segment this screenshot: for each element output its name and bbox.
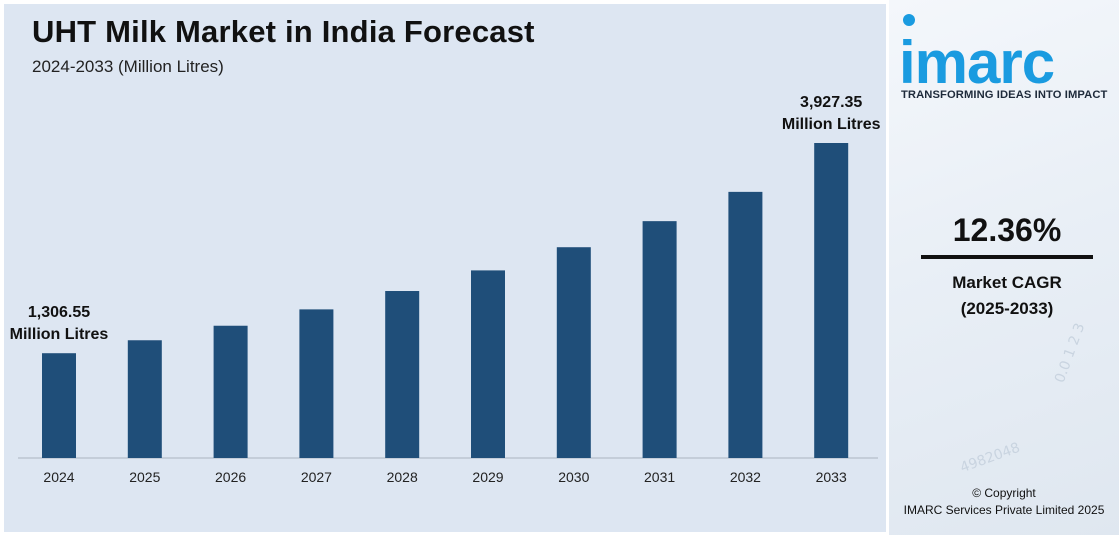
x-tick-label-2033: 2033 xyxy=(816,469,847,485)
x-tick-label-2026: 2026 xyxy=(215,469,246,485)
bar-2032 xyxy=(728,191,763,458)
logo-text: imarc xyxy=(899,29,1055,96)
copyright-line1: © Copyright xyxy=(972,486,1036,500)
bar-2027 xyxy=(299,309,334,458)
bar-2033 xyxy=(814,143,849,458)
bar-2025 xyxy=(127,340,162,458)
bar-2029 xyxy=(471,270,505,458)
side-panel: 0.0 1 2 3 4982048 xyxy=(889,0,1119,535)
logo-tagline: TRANSFORMING IDEAS INTO IMPACT xyxy=(901,89,1108,101)
decor-numbers: 0.0 1 2 3 xyxy=(1051,320,1089,386)
decor-numbers: 4982048 xyxy=(958,439,1023,477)
copyright: © Copyright IMARC Services Private Limit… xyxy=(889,485,1119,519)
copyright-line2: IMARC Services Private Limited 2025 xyxy=(903,503,1105,517)
imarc-logo: imarc xyxy=(899,8,1111,96)
data-label-value-2024: 1,306.55 xyxy=(28,304,90,321)
x-tick-label-2024: 2024 xyxy=(43,469,74,485)
cagr-divider xyxy=(921,255,1093,259)
bar-chart: 2024 2025 2026 2027 2028 2029 2030 2031 2032 2033… xyxy=(10,94,881,485)
bar-2031 xyxy=(642,221,677,458)
bar-2026 xyxy=(213,325,248,458)
cagr-label-line2: (2025-2033) xyxy=(960,299,1054,318)
logo-dot xyxy=(903,14,915,26)
cagr-label: Market CAGR (2025-2033) xyxy=(921,270,1093,322)
chart-subtitle: 2024-2033 (Million Litres) xyxy=(32,57,224,76)
bar-2028 xyxy=(385,291,420,458)
bar-2030 xyxy=(556,247,591,458)
x-tick-label-2028: 2028 xyxy=(387,469,418,485)
x-tick-label-2031: 2031 xyxy=(644,469,675,485)
x-tick-label-2032: 2032 xyxy=(730,469,761,485)
x-tick-label-2030: 2030 xyxy=(558,469,589,485)
x-tick-label-2029: 2029 xyxy=(472,469,503,485)
data-label-unit-2033: Million Litres xyxy=(782,116,881,133)
data-label-value-2033: 3,927.35 xyxy=(800,94,862,111)
cagr-value: 12.36% xyxy=(952,212,1062,248)
data-label-unit-2024: Million Litres xyxy=(10,326,109,343)
chart-title: UHT Milk Market in India Forecast xyxy=(32,14,535,49)
bar-2024 xyxy=(42,353,76,458)
cagr-label-line1: Market CAGR xyxy=(952,273,1062,292)
x-tick-label-2027: 2027 xyxy=(301,469,332,485)
x-tick-label-2025: 2025 xyxy=(129,469,160,485)
